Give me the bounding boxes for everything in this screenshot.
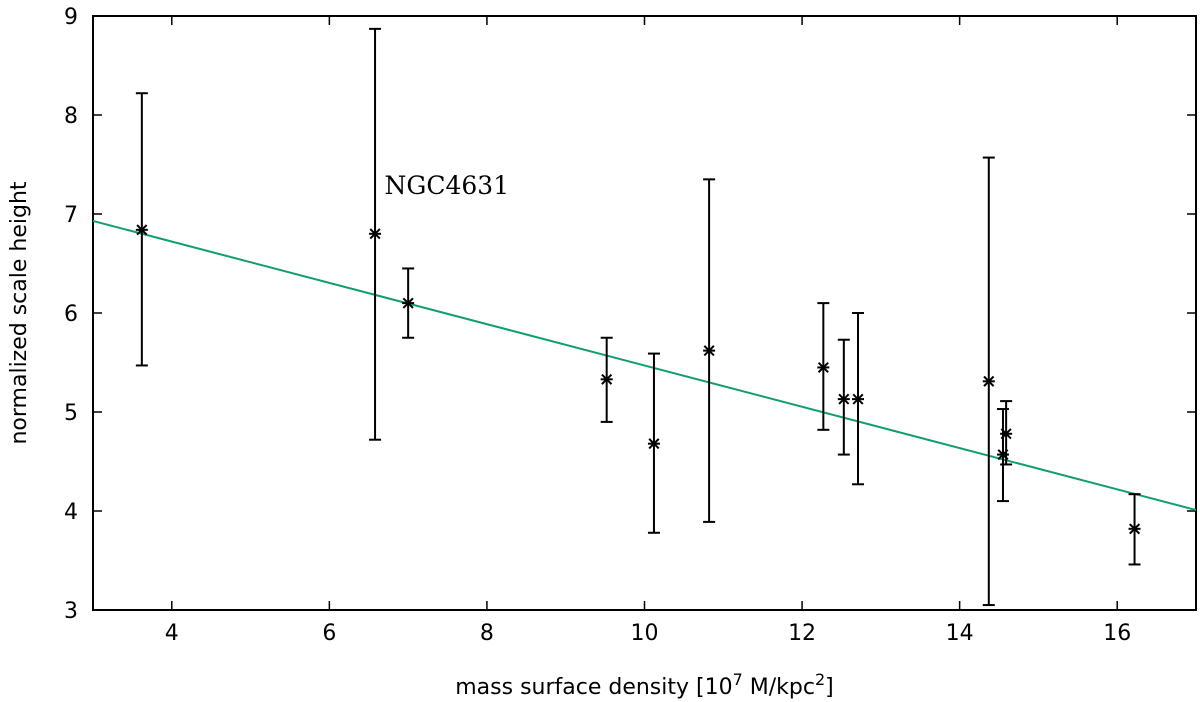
data-point <box>996 408 1009 503</box>
data-point <box>703 178 716 523</box>
marker-stroke <box>1000 428 1012 440</box>
y-tick-label: 9 <box>64 5 78 30</box>
marker-stroke <box>402 297 414 309</box>
x-tick-label: 10 <box>631 621 659 646</box>
data-point <box>369 27 382 441</box>
x-tick-label: 4 <box>165 621 179 646</box>
x-tick-label: 12 <box>788 621 816 646</box>
data-point <box>817 302 830 431</box>
y-tick-label: 3 <box>64 599 78 624</box>
plot-frame <box>92 15 1197 611</box>
x-axis-title-suffix: ] <box>825 675 834 700</box>
marker-stroke <box>369 228 381 240</box>
data-point <box>852 312 865 486</box>
y-tick-label: 8 <box>64 104 78 129</box>
x-axis-title-exp1: 7 <box>733 670 743 689</box>
marker-stroke <box>838 393 850 405</box>
marker-stroke <box>852 393 864 405</box>
fit-line <box>92 219 1197 511</box>
marker-stroke <box>648 438 660 450</box>
data-point <box>647 352 660 534</box>
x-axis-title-prefix: mass surface density [10 <box>455 675 732 700</box>
data-point <box>837 338 850 456</box>
data-point <box>135 92 148 367</box>
x-axis-title-middle: M/kpc <box>743 675 815 700</box>
y-tick-label: 7 <box>64 203 78 228</box>
x-axis-title: mass surface density [107 M/kpc2] <box>455 670 834 700</box>
x-tick-label: 16 <box>1103 621 1131 646</box>
x-axis-title-exp2: 2 <box>815 670 825 689</box>
marker-stroke <box>136 224 148 236</box>
x-tick-label: 6 <box>322 621 336 646</box>
y-tick-label: 6 <box>64 302 78 327</box>
x-tick-label: 8 <box>480 621 494 646</box>
x-tick-label: 14 <box>946 621 974 646</box>
y-tick-label: 5 <box>64 401 78 426</box>
marker-stroke <box>983 375 995 387</box>
y-axis-title: normalized scale height <box>7 181 32 444</box>
data-point <box>1128 493 1141 566</box>
marker-stroke <box>703 345 715 357</box>
annotation-label: NGC4631 <box>385 171 510 200</box>
data-point <box>402 267 415 339</box>
data-point <box>600 336 613 423</box>
data-point <box>982 156 995 607</box>
marker-stroke <box>817 361 829 373</box>
marker-stroke <box>601 373 613 385</box>
marker-stroke <box>1129 523 1141 535</box>
data-point <box>1000 400 1013 466</box>
y-tick-label: 4 <box>64 500 78 525</box>
